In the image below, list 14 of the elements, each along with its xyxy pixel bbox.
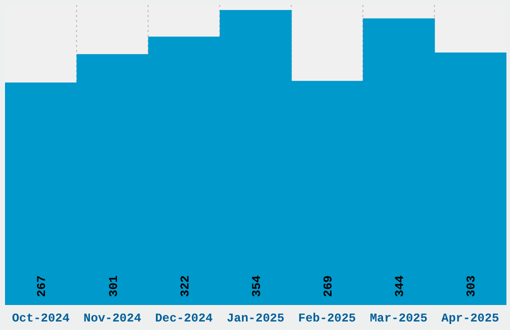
x-tick-label: Dec-2024: [155, 312, 213, 326]
data-label: 354: [250, 275, 264, 297]
data-label: 269: [321, 275, 336, 297]
data-label: 303: [464, 275, 479, 297]
x-tick-label: Feb-2025: [298, 312, 356, 326]
x-tick-label: Jan-2025: [226, 312, 284, 326]
data-label: 301: [106, 275, 121, 297]
data-label: 344: [393, 275, 408, 297]
data-label: 322: [178, 275, 192, 297]
x-tick-label: Nov-2024: [84, 312, 142, 326]
x-tick-label: Mar-2025: [370, 312, 428, 326]
x-tick-label: Apr-2025: [441, 312, 500, 326]
data-label: 267: [35, 275, 50, 297]
x-tick-label: Oct-2024: [12, 312, 70, 326]
